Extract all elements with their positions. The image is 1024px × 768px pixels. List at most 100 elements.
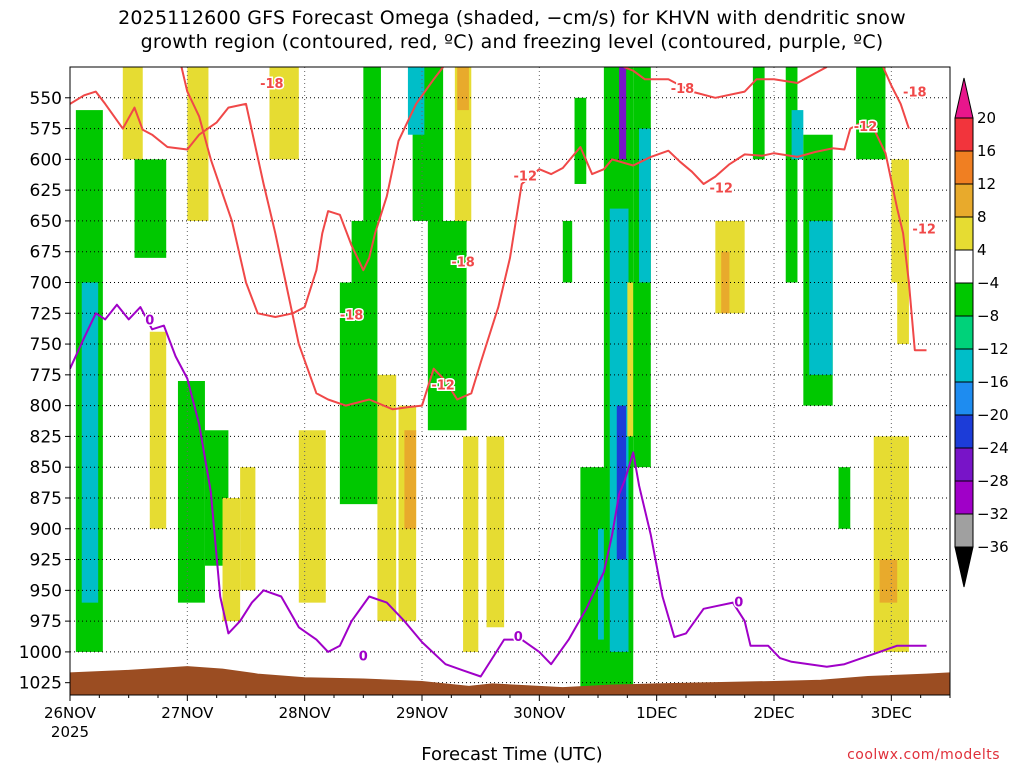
omega-region (407, 67, 425, 135)
y-axis: 550 575 600 625 650 675 700 725 750 775 800 825 850 8… (19, 89, 70, 694)
x-tick-label: 30NOV (513, 704, 566, 722)
x-tick-label: 3DEC (871, 704, 912, 722)
y-tick-label: 600 (30, 150, 62, 170)
chart-title: 2025112600 GFS Forecast Omega (shaded, −… (0, 6, 1024, 54)
omega-region (752, 67, 765, 160)
omega-region (457, 67, 469, 111)
x-tick-label: 2DEC (753, 704, 794, 722)
contour-label: 0 (734, 595, 743, 610)
omega-region (204, 430, 229, 566)
colorbar-bin (954, 282, 974, 317)
omega-region (791, 110, 804, 160)
colorbar-bottom-arrow (954, 546, 974, 588)
omega-region (177, 381, 205, 603)
source-credit: coolwx.com/modelts (847, 747, 1000, 763)
colorbar-bin (954, 414, 974, 449)
omega-region (363, 67, 381, 221)
y-tick-label: 900 (30, 520, 62, 540)
colorbar-label: −36 (977, 538, 1009, 556)
x-tick-label: 1DEC (636, 704, 677, 722)
x-tick-label: 28NOV (279, 704, 332, 722)
contour-lines (70, 67, 927, 678)
omega-region (431, 67, 444, 381)
y-tick-label: 950 (30, 581, 62, 601)
colorbar-top-arrow (954, 77, 974, 119)
omega-region (639, 128, 651, 283)
omega-region (809, 220, 833, 375)
gridlines (70, 67, 950, 695)
y-tick-label: 550 (30, 89, 62, 109)
x-tick-year-label: 2025 (51, 723, 89, 741)
omega-region (351, 220, 378, 283)
y-tick-label: 675 (30, 243, 62, 263)
contour-label: -18 (903, 86, 927, 101)
omega-region (838, 467, 851, 529)
x-tick-label: 27NOV (161, 704, 214, 722)
omega-region (619, 67, 627, 160)
colorbar-label: −28 (977, 472, 1009, 490)
colorbar-bin (954, 315, 974, 350)
x-tick-label: 26NOV (44, 704, 97, 722)
contour-labels: -18 -18 -18 -18 -18 -12 -12 -12 -12 -12 0 0 0 0 (144, 76, 938, 667)
omega-region (897, 282, 909, 345)
colorbar: 20 16 12 8 4 −4 −8 −12 −16 −20 −24 −28 −32 −36 (954, 77, 1009, 588)
colorbar-label: 12 (977, 175, 996, 193)
y-tick-label: 775 (30, 366, 62, 386)
omega-region (562, 220, 573, 283)
omega-region (298, 430, 326, 603)
dendritic-contour (70, 90, 927, 411)
y-tick-label: 875 (30, 489, 62, 509)
colorbar-bin (954, 513, 974, 548)
omega-region (627, 282, 640, 437)
colorbar-bin (954, 249, 974, 284)
omega-region (240, 467, 256, 591)
omega-region (222, 497, 241, 622)
colorbar-label: −24 (977, 439, 1009, 457)
terrain-fill (70, 666, 950, 695)
omega-region (574, 97, 587, 184)
title-line-1: 2025112600 GFS Forecast Omega (shaded, −… (118, 7, 906, 29)
y-tick-label: 975 (30, 612, 62, 632)
omega-region (463, 436, 479, 652)
omega-region (404, 430, 417, 529)
contour-label: -12 (514, 169, 538, 184)
x-axis-title: Forecast Time (UTC) (421, 744, 603, 765)
contour-label: 0 (359, 650, 368, 665)
contour-label: -12 (431, 379, 455, 394)
omega-region (81, 282, 99, 603)
x-axis: 26NOV 27NOV 28NOV 29NOV 30NOV 1DEC 2DEC 3DEC 202… (44, 695, 951, 741)
terrain (70, 666, 950, 695)
dendritic-contour (180, 67, 444, 318)
y-tick-label: 750 (30, 335, 62, 355)
dendritic-contour (882, 67, 910, 129)
contour-label: -12 (709, 182, 733, 197)
freezing-level-contour (70, 303, 927, 678)
y-tick-label: 1025 (19, 674, 62, 694)
colorbar-bin (954, 183, 974, 218)
x-tick-label: 29NOV (396, 704, 449, 722)
colorbar-bin (954, 216, 974, 251)
y-tick-label: 825 (30, 427, 62, 447)
y-tick-label: 650 (30, 212, 62, 232)
omega-region (616, 405, 627, 560)
contour-label: -12 (912, 222, 936, 237)
contour-label: -18 (340, 309, 364, 324)
omega-region (134, 159, 167, 258)
omega-region (879, 559, 898, 603)
contour-label: 0 (145, 313, 154, 328)
colorbar-label: −4 (977, 274, 999, 292)
y-tick-label: 800 (30, 397, 62, 417)
omega-region (721, 251, 730, 314)
contour-label: -18 (451, 256, 475, 271)
omega-region (122, 67, 143, 160)
omega-region (149, 331, 167, 529)
y-tick-label: 1000 (19, 643, 62, 663)
contour-label: -12 (854, 120, 878, 135)
y-tick-label: 850 (30, 458, 62, 478)
contour-label: -18 (260, 77, 284, 92)
colorbar-bin (954, 117, 974, 152)
colorbar-label: −32 (977, 505, 1009, 523)
y-tick-label: 925 (30, 551, 62, 571)
colorbar-bin (954, 480, 974, 515)
